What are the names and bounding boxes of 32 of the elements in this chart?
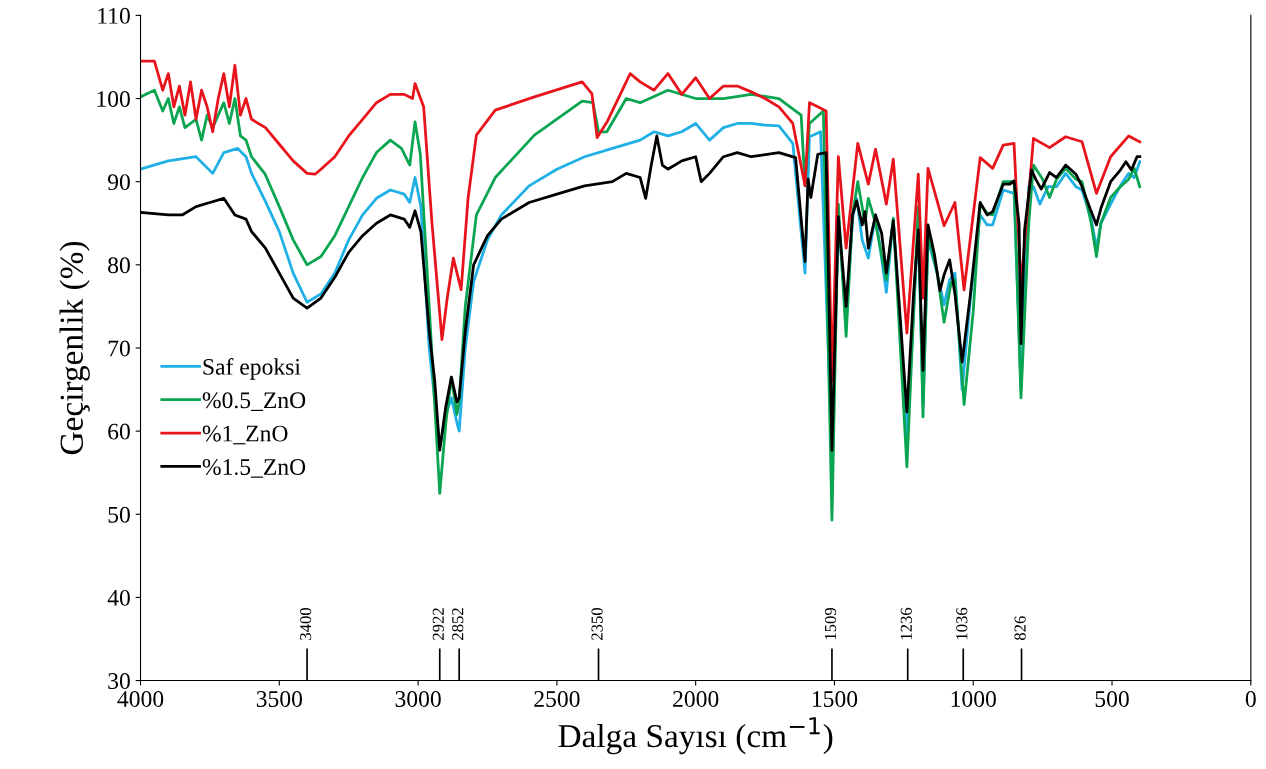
ref-line-label: 3400	[299, 607, 312, 640]
x-tick-label: 1500	[812, 690, 858, 707]
x-tick-label: 2500	[534, 690, 580, 707]
ref-line-label: 1236	[900, 607, 912, 640]
x-tick-label: 0	[1245, 690, 1256, 707]
ref-line-label: 1036	[956, 607, 968, 640]
y-tick-label: 50	[108, 506, 130, 523]
y-tick-label: 60	[108, 423, 130, 440]
y-axis-title: Geçirgenlik (%)	[59, 241, 90, 455]
y-tick-label: 40	[107, 589, 130, 606]
x-tick-label: 3000	[395, 690, 441, 707]
y-tick-label: 100	[97, 91, 130, 107]
x-tick-label: 3500	[256, 690, 303, 707]
y-tick-label: 70	[108, 340, 130, 357]
legend-label: %1_ZnO	[202, 425, 288, 445]
ref-line-label: 826	[1014, 616, 1026, 641]
ref-line-label: 2852	[452, 608, 464, 640]
y-tick-label: 110	[98, 7, 130, 24]
y-tick-label: 80	[108, 257, 130, 274]
ref-line-label: 1509	[824, 608, 837, 640]
ref-line-label: 2350	[591, 607, 603, 640]
legend-label: Saf epoksi	[203, 357, 301, 380]
x-tick-label: 2000	[673, 690, 719, 707]
x-tick-label: 4000	[117, 690, 164, 707]
x-tick-label: 1000	[951, 690, 996, 707]
y-tick-label: 30	[108, 673, 130, 689]
x-axis-title: Dalga Sayısı (cm$^{−1}$)	[558, 717, 833, 755]
x-tick-label: 500	[1095, 690, 1129, 707]
legend-label: %1.5_ZnO	[202, 458, 306, 478]
legend-label: %0.5_ZnO	[202, 392, 306, 412]
y-tick-label: 90	[107, 174, 130, 191]
ref-line-label: 2922	[432, 608, 444, 640]
